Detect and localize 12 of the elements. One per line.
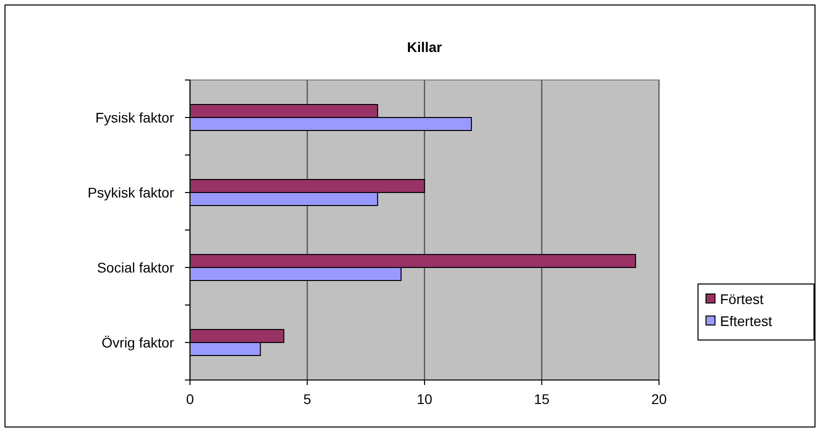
x-tick-label: 10 [416,391,432,407]
x-tick-label: 20 [651,391,667,407]
chart-title: Killar [406,39,443,55]
y-tick-label: Social faktor [96,260,174,276]
x-tick-label: 0 [186,391,194,407]
x-tick-label: 15 [534,391,550,407]
y-tick-label: Psykisk faktor [88,184,174,200]
y-tick-label: Fysisk faktor [95,110,174,126]
legend-label: Eftertest [720,313,772,329]
x-tick-label: 5 [303,391,312,407]
legend-label: Förtest [720,291,764,307]
y-tick-label: Övrig faktor [102,334,174,350]
